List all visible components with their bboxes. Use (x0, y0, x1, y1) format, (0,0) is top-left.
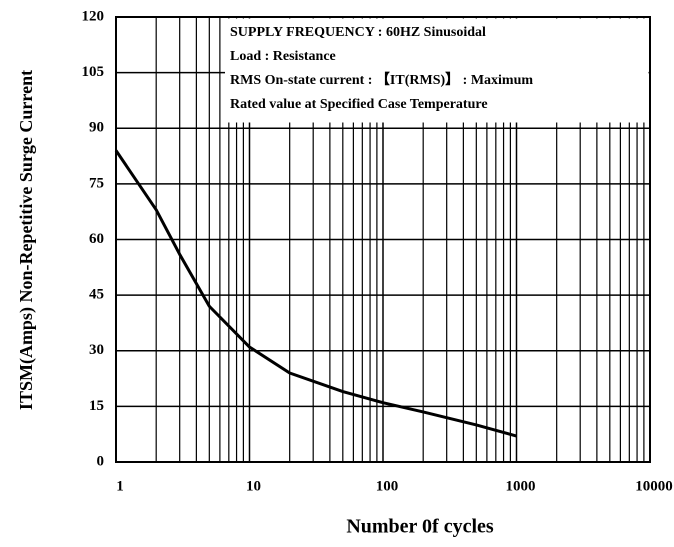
y-tick-label: 45 (89, 287, 104, 303)
y-tick-label: 90 (89, 120, 104, 136)
y-tick-label: 15 (89, 398, 104, 414)
plot-frame (115, 16, 651, 463)
x-tick-label: 1 (116, 478, 124, 494)
curve (114, 149, 517, 438)
y-tick-label: 105 (82, 64, 105, 80)
annotation: SUPPLY FREQUENCY : 60HZ Sinusoidal (230, 25, 486, 40)
x-tick-label: 1000 (506, 478, 536, 494)
x-tick-label: 10 (246, 478, 261, 494)
x-tick-label: 10000 (635, 478, 673, 494)
annotation: Load : Resistance (230, 49, 336, 64)
annotation-box (225, 18, 649, 123)
y-axis-label: ITSM(Amps) Non-Repetitive Surge Current (16, 70, 37, 410)
annotation: RMS On-state current : 【IT(RMS)】 : Maxim… (230, 72, 533, 88)
y-tick-label: 120 (82, 8, 105, 24)
annotation: Rated value at Specified Case Temperatur… (230, 97, 488, 112)
x-axis-label: Number 0f cycles (346, 516, 494, 538)
y-tick-label: 60 (89, 231, 104, 247)
x-tick-label: 100 (376, 478, 399, 494)
y-tick-label: 0 (97, 453, 105, 469)
y-tick-label: 75 (89, 175, 104, 191)
y-tick-label: 30 (89, 342, 104, 358)
